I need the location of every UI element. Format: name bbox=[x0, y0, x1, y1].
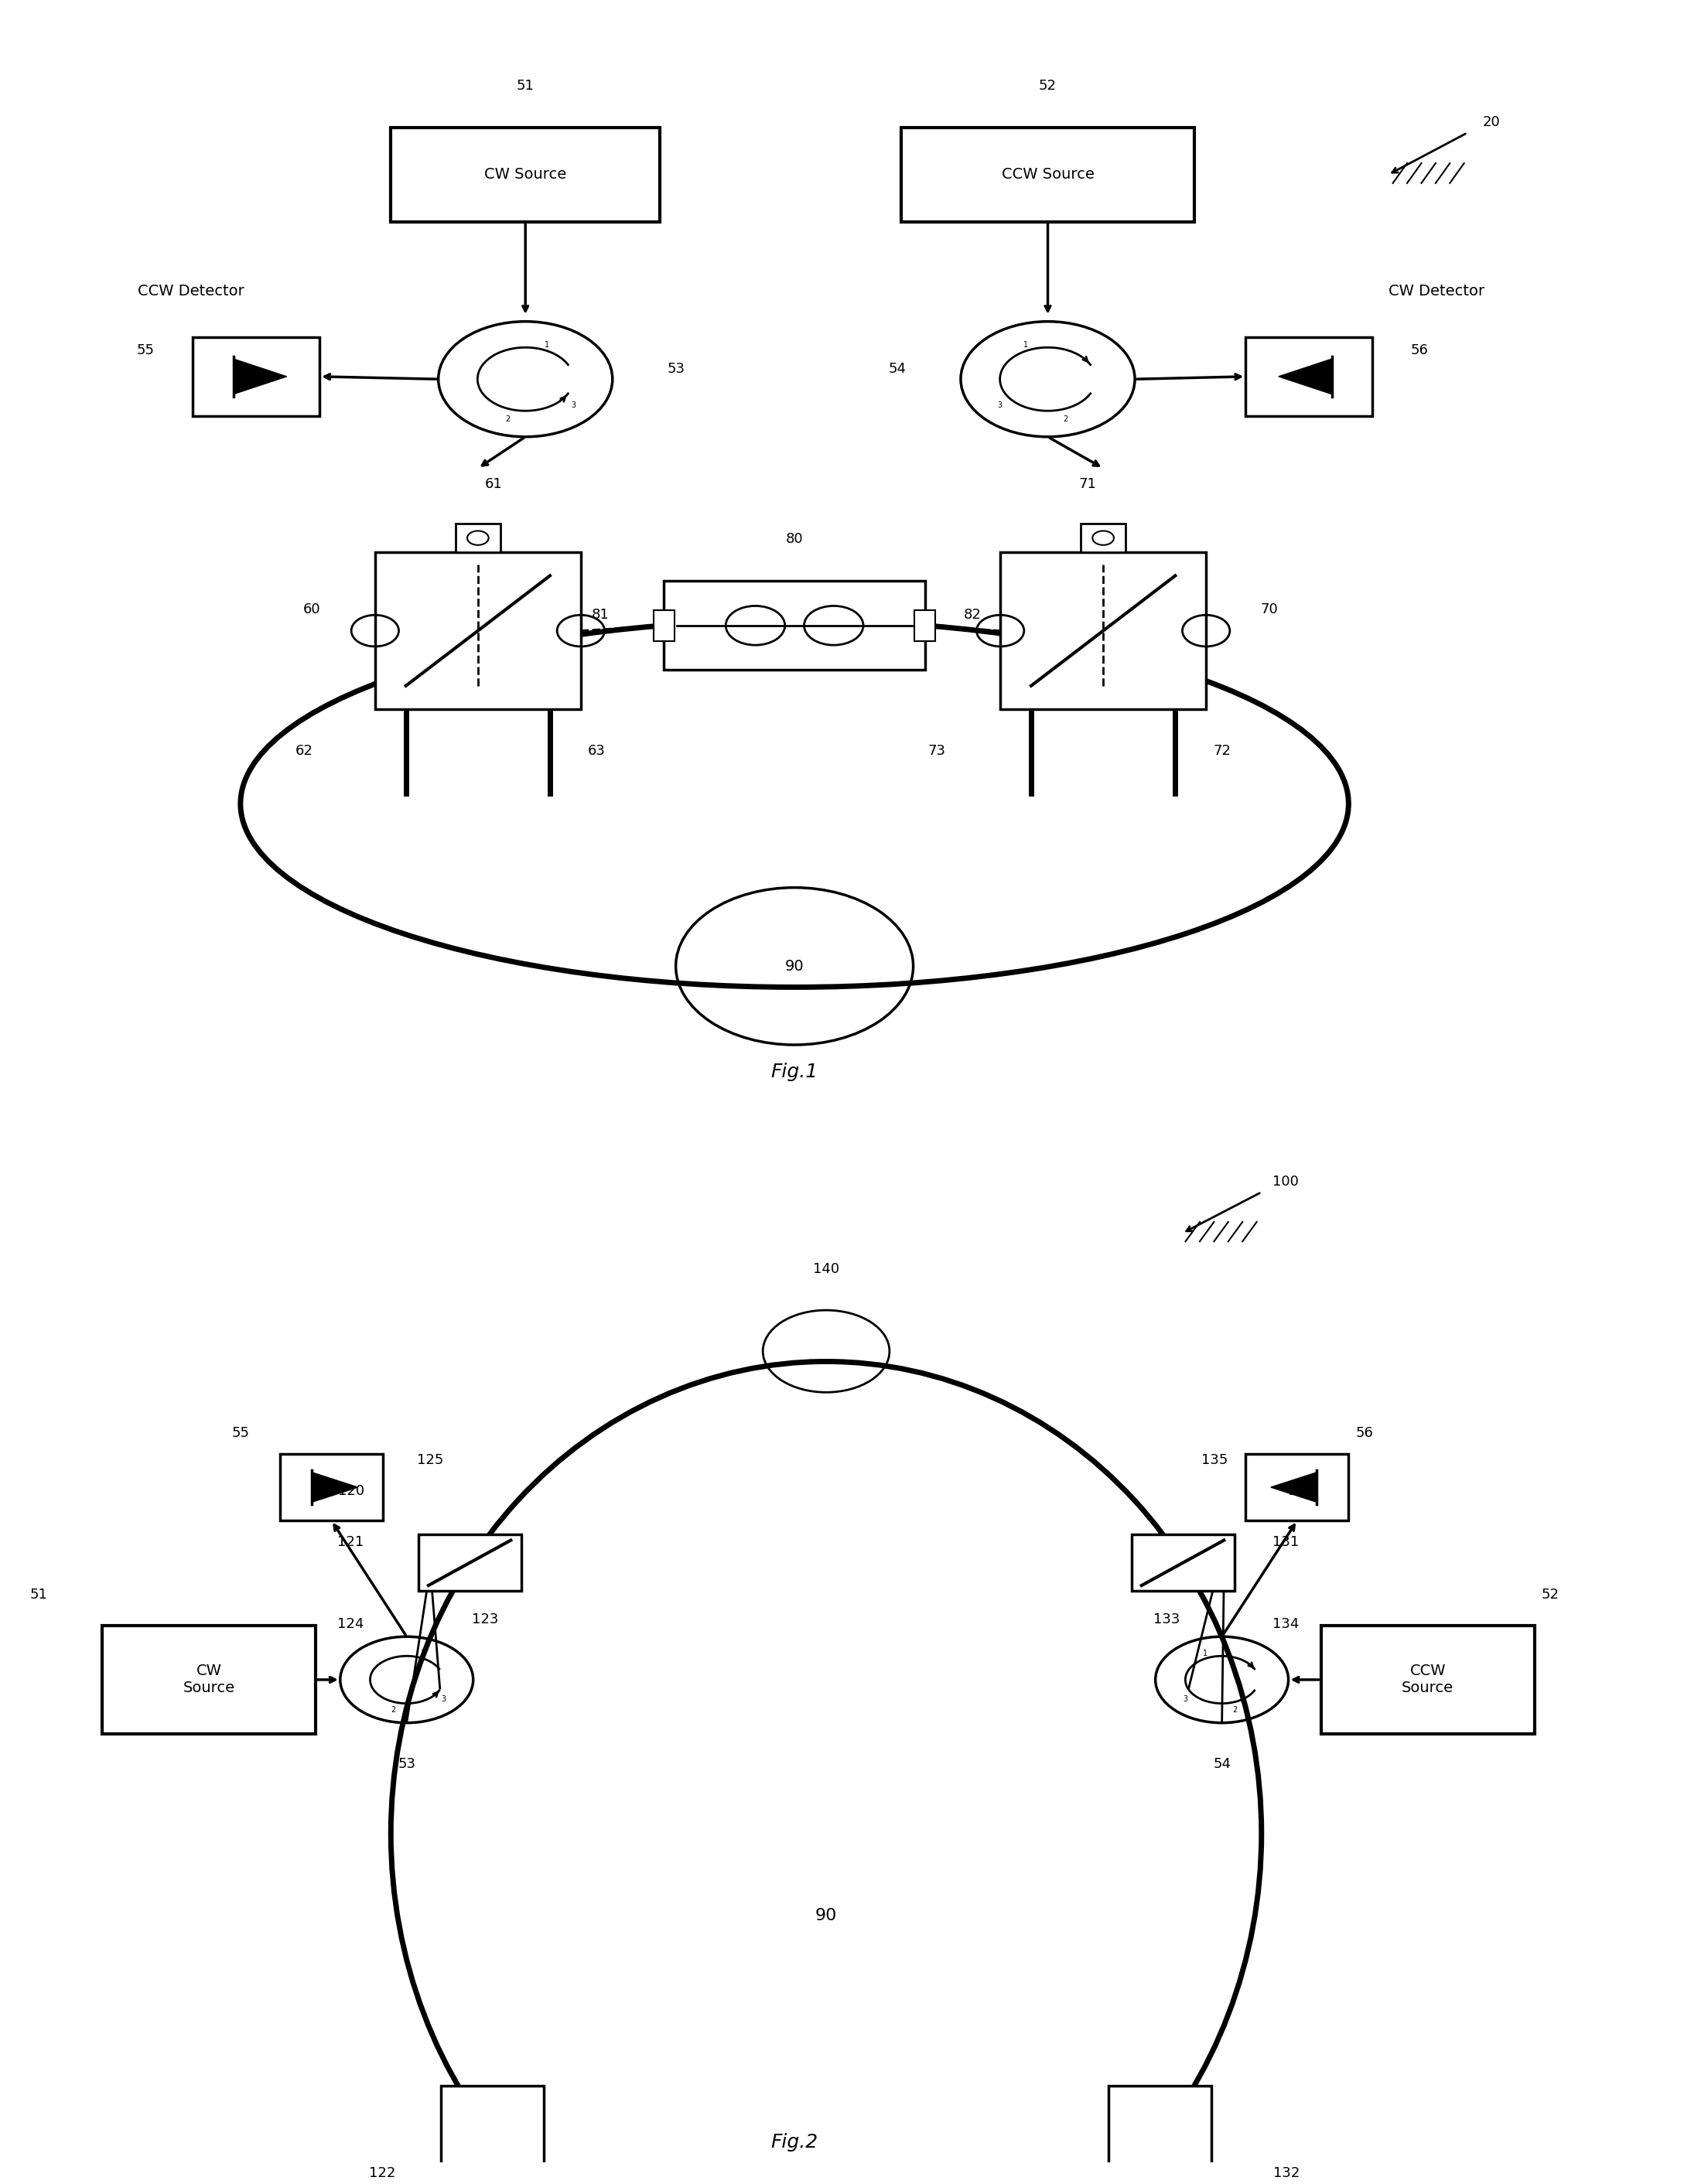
Text: 90: 90 bbox=[785, 959, 803, 974]
Text: 62: 62 bbox=[295, 745, 313, 758]
Text: 52: 52 bbox=[1541, 1588, 1559, 1603]
Text: 132: 132 bbox=[1273, 2167, 1300, 2180]
Text: Fig.1: Fig.1 bbox=[771, 1064, 818, 1081]
Text: 80: 80 bbox=[786, 533, 803, 546]
Text: Fig.2: Fig.2 bbox=[771, 2134, 818, 2151]
Text: 82: 82 bbox=[963, 607, 982, 622]
Text: 140: 140 bbox=[813, 1262, 839, 1275]
Text: 55: 55 bbox=[232, 1426, 249, 1439]
Text: 72: 72 bbox=[1212, 745, 1231, 758]
Text: 135: 135 bbox=[1201, 1452, 1228, 1468]
Text: 120: 120 bbox=[338, 1485, 364, 1498]
Text: 56: 56 bbox=[1411, 343, 1428, 358]
Bar bbox=[1246, 1455, 1349, 1520]
Bar bbox=[1108, 2086, 1211, 2184]
Text: 61: 61 bbox=[485, 476, 502, 491]
Polygon shape bbox=[1271, 1472, 1317, 1503]
Bar bbox=[653, 609, 674, 642]
Text: 122: 122 bbox=[369, 2167, 396, 2180]
Text: 130: 130 bbox=[1288, 1485, 1315, 1498]
Text: 2: 2 bbox=[1063, 415, 1068, 424]
Bar bbox=[280, 1455, 382, 1520]
Text: 71: 71 bbox=[1078, 476, 1096, 491]
Text: 54: 54 bbox=[1212, 1756, 1231, 1771]
Text: 1: 1 bbox=[1202, 1649, 1207, 1658]
Text: 54: 54 bbox=[889, 363, 906, 376]
Text: 3: 3 bbox=[1182, 1695, 1187, 1704]
Text: 121: 121 bbox=[337, 1535, 364, 1548]
Text: CW Detector: CW Detector bbox=[1388, 284, 1484, 299]
Text: 134: 134 bbox=[1273, 1618, 1298, 1631]
Bar bbox=[103, 1625, 315, 1734]
Text: 52: 52 bbox=[1039, 79, 1056, 92]
Text: CW
Source: CW Source bbox=[184, 1664, 234, 1695]
Text: 51: 51 bbox=[30, 1588, 47, 1603]
Text: 53: 53 bbox=[397, 1756, 416, 1771]
Bar bbox=[1132, 1535, 1234, 1592]
Text: 1: 1 bbox=[546, 341, 549, 349]
Bar bbox=[455, 524, 500, 553]
Text: 131: 131 bbox=[1273, 1535, 1298, 1548]
Text: CCW
Source: CCW Source bbox=[1401, 1664, 1453, 1695]
Text: 1: 1 bbox=[421, 1649, 426, 1658]
Polygon shape bbox=[312, 1472, 357, 1503]
Text: 60: 60 bbox=[303, 603, 320, 616]
Text: 63: 63 bbox=[588, 745, 606, 758]
Text: 73: 73 bbox=[928, 745, 946, 758]
Bar bbox=[663, 581, 925, 670]
Bar bbox=[1246, 336, 1372, 415]
Text: 3: 3 bbox=[441, 1695, 446, 1704]
Text: 81: 81 bbox=[591, 607, 610, 622]
Bar bbox=[1320, 1625, 1534, 1734]
Text: 70: 70 bbox=[1261, 603, 1278, 616]
Text: 2: 2 bbox=[391, 1706, 396, 1714]
Text: 2: 2 bbox=[505, 415, 510, 424]
Text: 124: 124 bbox=[337, 1618, 364, 1631]
Text: 3: 3 bbox=[571, 402, 576, 408]
Bar bbox=[1000, 553, 1206, 710]
Text: 53: 53 bbox=[667, 363, 685, 376]
Text: 56: 56 bbox=[1356, 1426, 1372, 1439]
Bar bbox=[901, 127, 1194, 223]
Bar bbox=[914, 609, 936, 642]
Text: 3: 3 bbox=[997, 402, 1002, 408]
Text: 125: 125 bbox=[416, 1452, 443, 1468]
Bar bbox=[1081, 524, 1127, 553]
Text: 90: 90 bbox=[815, 1909, 837, 1924]
Bar bbox=[391, 127, 660, 223]
Text: 123: 123 bbox=[472, 1612, 498, 1627]
Text: 20: 20 bbox=[1482, 116, 1500, 129]
Bar bbox=[376, 553, 581, 710]
Bar bbox=[418, 1535, 520, 1592]
Text: CCW Source: CCW Source bbox=[1002, 168, 1095, 181]
Text: 51: 51 bbox=[517, 79, 534, 92]
Text: CCW Detector: CCW Detector bbox=[138, 284, 244, 299]
Text: 2: 2 bbox=[1233, 1706, 1238, 1714]
Text: 1: 1 bbox=[1024, 341, 1029, 349]
Bar bbox=[441, 2086, 544, 2184]
Bar bbox=[194, 336, 320, 415]
Polygon shape bbox=[1278, 358, 1332, 393]
Text: 55: 55 bbox=[136, 343, 155, 358]
Text: 133: 133 bbox=[1154, 1612, 1180, 1627]
Text: 100: 100 bbox=[1271, 1175, 1298, 1188]
Text: CW Source: CW Source bbox=[485, 168, 566, 181]
Polygon shape bbox=[234, 358, 286, 393]
